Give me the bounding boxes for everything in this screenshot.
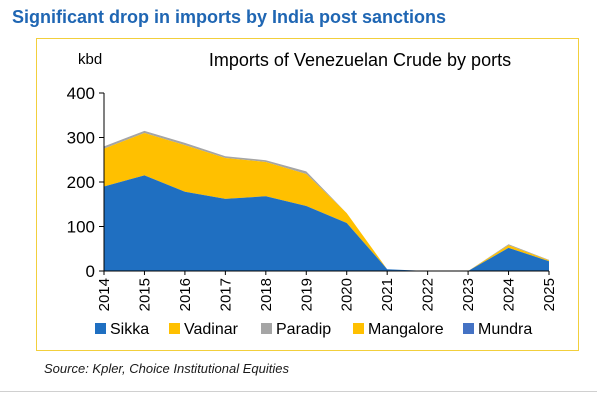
y-tick-label: 300: [67, 129, 95, 148]
legend-swatch-sikka: [95, 323, 106, 334]
axes: 0 100 200 300 400 2014 2015 2016 2017 2018 2019 202…: [67, 84, 558, 311]
x-tick-label: 2021: [379, 278, 396, 311]
x-tick-label: 2023: [460, 278, 477, 311]
legend-label-vadinar: Vadinar: [184, 321, 239, 338]
legend-label-sikka: Sikka: [110, 321, 149, 338]
area-vadinar: [104, 133, 549, 271]
page-heading: Significant drop in imports by India pos…: [12, 7, 447, 27]
y-tick-label: 100: [67, 218, 95, 237]
x-tick-label: 2025: [541, 278, 558, 311]
legend-label-paradip: Paradip: [276, 321, 331, 338]
legend: Sikka Vadinar Paradip Mangalore Mundra: [95, 321, 532, 338]
x-tick-label: 2017: [217, 278, 234, 311]
area-layers: [104, 130, 549, 271]
legend-swatch-mundra: [463, 323, 474, 334]
x-tick-label: 2018: [258, 278, 275, 311]
legend-swatch-paradip: [261, 323, 272, 334]
x-tick-label: 2015: [136, 278, 153, 311]
legend-label-mundra: Mundra: [478, 321, 532, 338]
x-tick-label: 2022: [420, 278, 437, 311]
legend-swatch-mangalore: [353, 323, 364, 334]
y-tick-label: 400: [67, 84, 95, 103]
source-note: Source: Kpler, Choice Institutional Equi…: [44, 361, 289, 376]
x-tick-label: 2014: [96, 278, 113, 311]
y-axis-label: kbd: [78, 51, 102, 68]
x-tick-label: 2016: [177, 278, 194, 311]
legend-swatch-vadinar: [169, 323, 180, 334]
x-tick-label: 2019: [298, 278, 315, 311]
area-sikka: [104, 175, 549, 271]
chart-frame: [36, 38, 579, 351]
y-tick-label: 0: [86, 262, 95, 281]
bottom-divider: [0, 391, 597, 392]
legend-label-mangalore: Mangalore: [368, 321, 444, 338]
y-tick-label: 200: [67, 173, 95, 192]
chart-title: Imports of Venezuelan Crude by ports: [209, 50, 511, 70]
x-tick-label: 2020: [339, 278, 356, 311]
x-tick-label: 2024: [501, 278, 518, 311]
